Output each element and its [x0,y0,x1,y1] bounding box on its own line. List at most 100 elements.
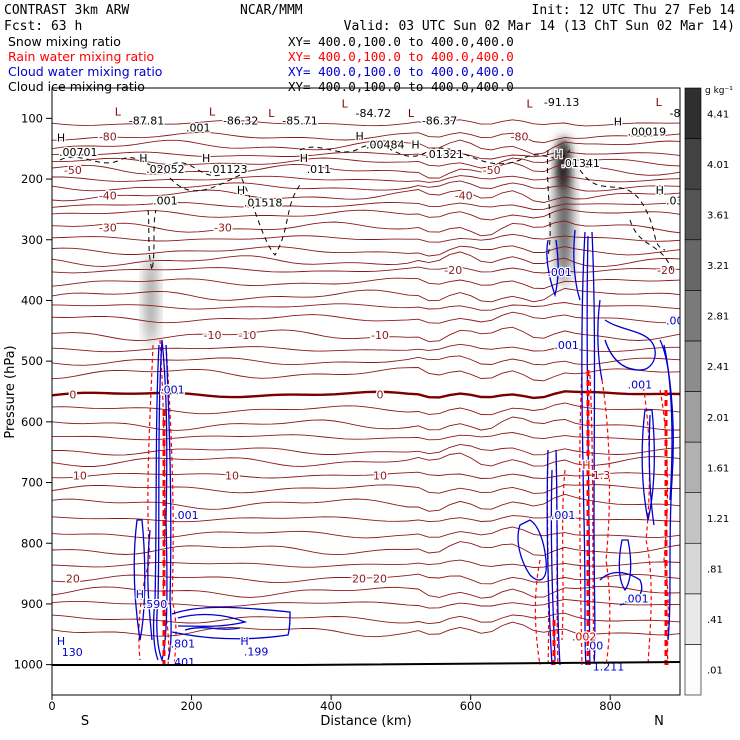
cloud-r3-2 [648,414,655,526]
annotation-51: H [240,635,248,648]
colorbar-tick-11: 4.41 [707,109,729,120]
cloud-low-3 [184,627,241,631]
legend-xy-0: XY= 400.0,100.0 to 400.0,400.0 [288,34,514,49]
colorbar-tick-10: 4.01 [707,160,729,171]
colorbar-tick-1: .41 [707,615,723,626]
y-axis-label: Pressure (hPa) [3,345,18,438]
legend-xy-3: XY= 400.0,100.0 to 400.0,400.0 [288,79,514,94]
legend-xy-2: XY= 400.0,100.0 to 400.0,400.0 [288,64,514,79]
annotation-30: H [554,148,562,161]
annotation-54: .401 [171,656,196,669]
rain-col-r2 [601,379,611,666]
annotation-8: -84.72 [356,107,391,120]
annotation-1: -87.81 [129,114,164,127]
isotherm-line-20 [52,326,680,343]
x-tick-label-4: 800 [599,699,621,713]
annotation-39: .001 [628,378,653,391]
colorbar-tick-3: 1.21 [707,514,729,525]
rain-col-r5 [534,559,541,666]
legend-entry-2: Cloud water mixing ratio [8,64,162,79]
temperature-isotherms: -80 -80 -50 -50 -40 -40 -30 -30 -20 -20 -10 -10 -10 0… [52,119,680,638]
colorbar-tick-6: 2.41 [707,362,729,373]
isotherm-label-6-1: -10 [238,329,256,342]
x-tick-label-3: 600 [460,699,482,713]
colorbar-tick-4: 1.61 [707,463,729,474]
cloud-left-4 [133,519,146,641]
cloud-mid-3 [546,449,553,666]
isotherm-line-2 [52,139,680,155]
colorbar-bin-8 [684,239,702,291]
north-label: N [654,714,664,729]
isotherm-line-25 [52,402,680,416]
isotherm-line-3 [52,151,680,160]
annotation-38: .001 [160,383,185,396]
ice-contour-1 [59,156,221,177]
isotherm-line-18 [52,302,680,311]
isotherm-line-4 [52,157,680,169]
isotherm-line-38 [52,585,680,599]
annotation-2: .001 [186,122,211,135]
model-title: CONTRAST 3km ARW [4,3,129,18]
rain-col-left-a [138,344,154,661]
y-tick-label-9: 1000 [14,658,43,672]
isotherm-line-33 [52,515,680,523]
cloud-mid-4 [555,449,561,666]
annotation-33: .00019 [628,125,667,138]
snow-plume-left [145,255,157,345]
isotherm-label-0-0: -80 [99,131,117,144]
cloud-water-contours [133,229,674,666]
contour-annotations: L -87.81 .001 L -86.32 L -85.71 L -84.72 L -86.37 L… [56,95,691,675]
isotherm-label-0-1: -80 [511,131,529,144]
colorbar-tick-0: .01 [707,666,723,677]
isotherm-line-40 [52,612,680,625]
isotherm-line-39 [52,598,680,609]
annotation-7: L [342,97,349,110]
cloud-left-5 [147,529,153,641]
annotation-25: .01518 [244,196,283,209]
isotherm-label-7-1: 0 [376,389,383,402]
x-axis-label: Distance (km) [320,714,411,729]
isotherm-label-9-0: 20 [66,572,80,585]
isotherm-line-6 [52,175,680,183]
y-tick-label-1: 200 [21,172,43,186]
plot-frame [51,87,681,696]
isotherm-line-21 [52,343,680,353]
annotation-46: .001 [624,593,649,606]
annotation-4: -86.32 [223,114,258,127]
annotation-24: H [237,184,245,197]
isotherm-label-2-1: -50 [483,164,501,177]
x-tick-label-0: 0 [48,699,55,713]
rain-col-r3 [641,379,652,666]
isotherm-label-9-1: 20 [352,572,366,585]
isotherm-line-37 [52,573,680,585]
ice-contour-3 [169,174,301,256]
cloud-r3-1 [641,409,655,521]
annotation-56: .001 [666,315,691,328]
isotherm-label-5-0: -20 [444,264,462,277]
annotation-20: .01123 [209,163,248,176]
rain-col-left-c [165,344,177,666]
rain-col-r6 [561,469,566,641]
cloud-r2-2 [604,319,656,371]
colorbar-tick-5: 2.01 [707,413,729,424]
annotation-31: .01341 [561,157,600,170]
annotation-53: .801 [171,638,196,651]
annotation-52: .199 [244,646,269,659]
isotherm-line-36 [52,559,680,568]
isotherm-label-8-1: 10 [225,469,239,482]
isotherm-label-8-2: 10 [373,469,387,482]
isotherm-line-5 [52,161,680,179]
colorbar-bin-7 [684,290,702,342]
isotherm-line-19 [52,311,680,324]
annotation-49: H [57,635,65,648]
annotation-47: .002 [572,630,597,643]
cloud-r5-1 [618,539,632,592]
annotation-11: L [526,97,533,110]
isotherm-label-2-0: -50 [64,164,82,177]
annotation-50: 130 [62,646,83,659]
isotherm-label-6-0: -10 [204,329,222,342]
annotation-27: .00484 [366,139,405,152]
y-axis: 100 200 300 400 500 600 700 800 900 1000 [14,111,52,672]
colorbar-bin-6 [684,340,702,392]
y-tick-label-6: 700 [21,476,43,490]
